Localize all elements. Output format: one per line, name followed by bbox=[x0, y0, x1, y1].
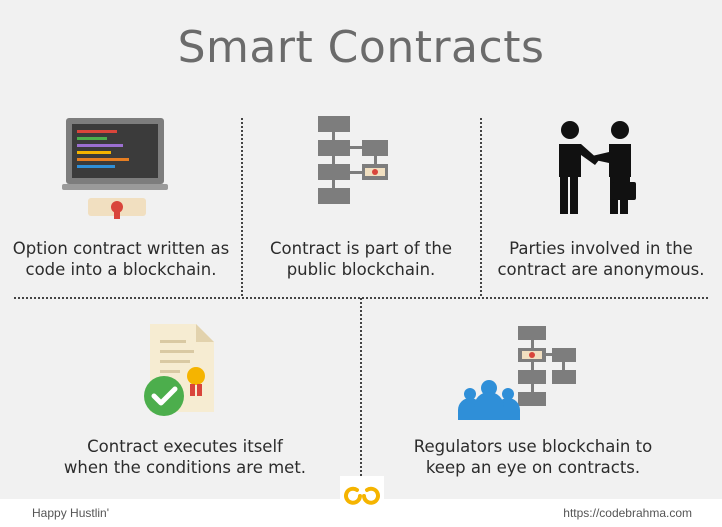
caption-anonymous-parties: Parties involved in the contract are ano… bbox=[497, 239, 705, 279]
caption-option-contract: Option contract written as code into a b… bbox=[12, 239, 230, 279]
divider-vertical-3 bbox=[360, 298, 362, 476]
caption-executes-itself: Contract executes itself when the condit… bbox=[63, 437, 307, 477]
blockchain-icon bbox=[318, 116, 390, 217]
footer-left-text: Happy Hustlin' bbox=[32, 506, 109, 520]
divider-vertical-2 bbox=[480, 118, 482, 296]
caption-regulators: Regulators use blockchain to keep an eye… bbox=[413, 437, 653, 477]
caption-public-blockchain: Contract is part of the public blockchai… bbox=[270, 239, 452, 279]
divider-vertical-1 bbox=[241, 118, 243, 296]
page-title: Smart Contracts bbox=[177, 22, 545, 73]
brand-logo-icon bbox=[340, 476, 384, 516]
regulators-icon bbox=[456, 326, 580, 427]
laptop-code-icon bbox=[62, 118, 174, 225]
footer-url[interactable]: https://codebrahma.com bbox=[563, 506, 692, 520]
handshake-icon bbox=[556, 120, 640, 221]
certificate-check-icon bbox=[142, 324, 218, 425]
